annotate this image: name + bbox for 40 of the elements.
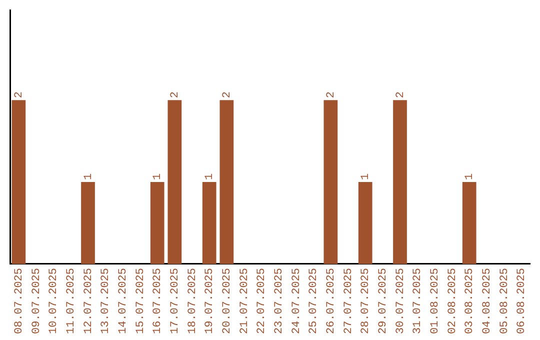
x-tick-label: 29.07.2025 <box>378 268 390 334</box>
x-tick-label: 19.07.2025 <box>204 268 216 334</box>
x-tick-label: 08.07.2025 <box>14 268 26 334</box>
x-tick-label: 23.07.2025 <box>274 268 286 334</box>
x-tick-label: 14.07.2025 <box>118 268 130 334</box>
data-label: 1 <box>360 173 372 180</box>
x-tick-label: 20.07.2025 <box>222 268 234 334</box>
data-label: 1 <box>152 173 164 180</box>
x-tick-label: 21.07.2025 <box>238 268 251 334</box>
x-tick-label: 22.07.2025 <box>256 268 268 334</box>
data-label: 2 <box>170 92 182 98</box>
x-tick-label: 03.08.2025 <box>464 268 476 334</box>
data-label: 1 <box>82 173 95 180</box>
x-tick-label: 24.07.2025 <box>290 268 303 334</box>
x-tick-label: 06.08.2025 <box>516 268 528 334</box>
x-tick-label: 18.07.2025 <box>186 268 199 334</box>
x-tick-label: 10.07.2025 <box>48 268 60 334</box>
x-tick-label: 13.07.2025 <box>100 268 112 334</box>
x-tick-label: 25.07.2025 <box>308 268 320 334</box>
x-tick-label: 05.08.2025 <box>498 268 511 334</box>
x-tick-label: 01.08.2025 <box>430 268 442 334</box>
data-label: 1 <box>464 173 476 180</box>
data-label: 1 <box>204 173 216 180</box>
x-tick-label: 12.07.2025 <box>82 268 95 334</box>
x-tick-label: 04.08.2025 <box>482 268 494 334</box>
data-label: 2 <box>222 92 234 98</box>
data-label: 2 <box>14 92 26 98</box>
x-tick-label: 31.07.2025 <box>412 268 424 334</box>
data-label: 2 <box>394 92 407 98</box>
x-tick-label: 30.07.2025 <box>394 268 407 334</box>
x-tick-label: 15.07.2025 <box>134 268 147 334</box>
x-tick-label: 27.07.2025 <box>342 268 355 334</box>
data-label: 2 <box>326 92 338 98</box>
x-tick-label: 26.07.2025 <box>326 268 338 334</box>
x-tick-label: 17.07.2025 <box>170 268 182 334</box>
x-tick-label: 28.07.2025 <box>360 268 372 334</box>
x-tick-label: 02.08.2025 <box>446 268 459 334</box>
x-tick-label: 11.07.2025 <box>66 268 78 334</box>
x-tick-label: 16.07.2025 <box>152 268 164 334</box>
x-tick-label: 09.07.2025 <box>30 268 43 334</box>
